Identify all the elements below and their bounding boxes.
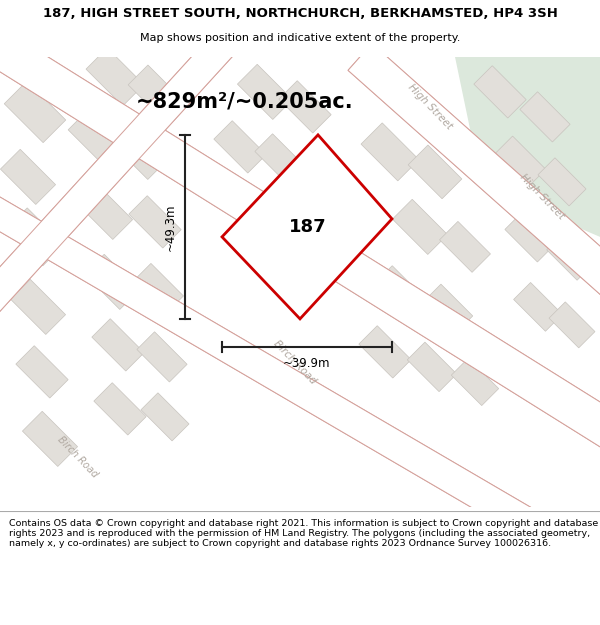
Text: Contains OS data © Crown copyright and database right 2021. This information is : Contains OS data © Crown copyright and d… <box>9 519 598 548</box>
Polygon shape <box>0 21 600 453</box>
Polygon shape <box>0 27 241 332</box>
Text: ~39.9m: ~39.9m <box>283 357 331 370</box>
Polygon shape <box>549 302 595 348</box>
Text: ~829m²/~0.205ac.: ~829m²/~0.205ac. <box>136 92 354 112</box>
Polygon shape <box>133 263 184 314</box>
Polygon shape <box>374 266 426 318</box>
Polygon shape <box>10 279 65 334</box>
Polygon shape <box>92 319 144 371</box>
Text: ~49.3m: ~49.3m <box>164 203 177 251</box>
Polygon shape <box>85 254 140 309</box>
Text: Map shows position and indicative extent of the property.: Map shows position and indicative extent… <box>140 33 460 43</box>
Polygon shape <box>474 66 526 118</box>
Text: High Street: High Street <box>518 172 566 222</box>
Polygon shape <box>86 48 144 106</box>
Text: 187: 187 <box>289 218 327 236</box>
Polygon shape <box>4 81 66 142</box>
Polygon shape <box>255 134 305 184</box>
Polygon shape <box>141 393 189 441</box>
Polygon shape <box>22 411 77 466</box>
Polygon shape <box>0 21 600 453</box>
Polygon shape <box>0 184 600 590</box>
Text: Birch Road: Birch Road <box>272 338 318 386</box>
Text: Birch Road: Birch Road <box>56 434 100 479</box>
Polygon shape <box>408 145 462 199</box>
Polygon shape <box>348 43 600 311</box>
Polygon shape <box>1 149 56 204</box>
Polygon shape <box>214 121 266 173</box>
Polygon shape <box>348 43 600 311</box>
Polygon shape <box>77 184 133 239</box>
Polygon shape <box>0 27 241 332</box>
Polygon shape <box>392 199 448 254</box>
Polygon shape <box>68 110 122 164</box>
Polygon shape <box>94 382 146 435</box>
Polygon shape <box>359 326 411 378</box>
Polygon shape <box>361 123 419 181</box>
Polygon shape <box>137 332 187 382</box>
Polygon shape <box>129 196 181 248</box>
Polygon shape <box>6 208 64 266</box>
Text: 187, HIGH STREET SOUTH, NORTHCHURCH, BERKHAMSTED, HP4 3SH: 187, HIGH STREET SOUTH, NORTHCHURCH, BER… <box>43 7 557 20</box>
Polygon shape <box>222 135 392 319</box>
Polygon shape <box>538 158 586 206</box>
Polygon shape <box>0 184 600 590</box>
Polygon shape <box>520 92 570 142</box>
Polygon shape <box>547 234 593 280</box>
Polygon shape <box>112 124 167 179</box>
Polygon shape <box>514 282 562 331</box>
Polygon shape <box>407 342 457 392</box>
Polygon shape <box>128 65 182 119</box>
Polygon shape <box>423 284 473 334</box>
Polygon shape <box>238 64 293 119</box>
Polygon shape <box>451 358 499 406</box>
Polygon shape <box>16 346 68 398</box>
Polygon shape <box>494 136 546 188</box>
Text: High Street: High Street <box>406 82 454 132</box>
Polygon shape <box>440 221 490 272</box>
Polygon shape <box>455 57 600 237</box>
Polygon shape <box>279 81 331 133</box>
Polygon shape <box>505 212 555 262</box>
